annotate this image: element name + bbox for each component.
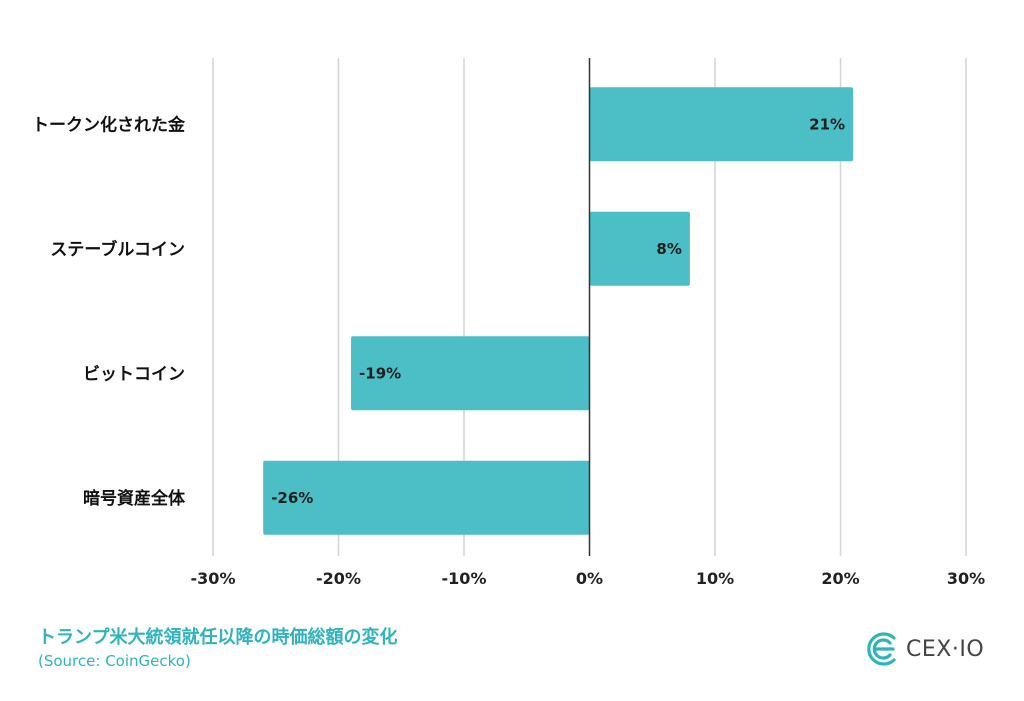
data-label: -19% [359,364,401,382]
bar-chart: 21% 8% -19% -26% トークン化された金ステーブルコインビットコイン暗号資… [32,58,986,588]
category-label: ステーブルコイン [50,239,185,260]
x-tick-labels: -30% -20% -10% 0% 10% 20% 30% [191,569,986,588]
cex-logo-text: CEX·IO [906,636,985,662]
x-tick-label: -20% [316,569,361,588]
data-label: -26% [271,489,313,507]
chart-caption: トランプ米大統領就任以降の時価総額の変化 (Source: CoinGecko) [38,626,397,672]
chart-caption-source: (Source: CoinGecko) [38,652,191,670]
x-tick-label: 0% [576,569,603,588]
category-label: トークン化された金 [32,114,186,135]
x-tick-label: 10% [696,569,734,588]
bar [351,336,590,411]
bar [589,211,690,286]
bar [263,460,590,535]
chart-caption-title: トランプ米大統領就任以降の時価総額の変化 [38,627,398,648]
bars: 21% 8% -19% -26% [263,87,854,535]
cex-logo: CEX·IO [864,632,984,666]
data-label: 21% [809,115,845,133]
x-tick-label: -10% [442,569,487,588]
x-tick-label: 20% [821,569,859,588]
category-label: 暗号資産全体 [83,488,186,509]
category-label: ビットコイン [83,364,185,384]
cex-logo-icon [867,632,896,666]
bar [589,87,854,162]
x-tick-label: -30% [191,569,236,588]
data-label: 8% [656,240,681,258]
x-tick-label: 30% [947,569,985,588]
